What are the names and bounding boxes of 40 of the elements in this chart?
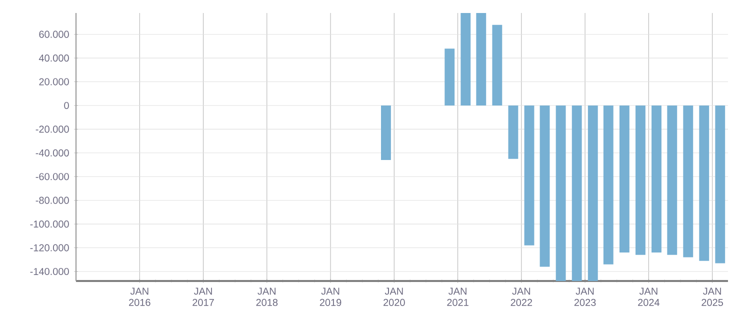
bar	[572, 105, 582, 281]
y-tick-label: 0	[64, 102, 69, 110]
x-tick-label: JAN 2024	[638, 288, 660, 306]
bar	[667, 105, 678, 255]
bar	[460, 12, 471, 106]
x-tick-label: JAN 2020	[384, 288, 405, 306]
x-tick-label: JAN 2018	[256, 288, 278, 306]
bar	[699, 105, 710, 261]
y-tick-label: 40.000	[38, 54, 69, 62]
bar	[636, 105, 646, 255]
bar	[444, 48, 455, 106]
x-tick-label: JAN 2017	[192, 288, 214, 306]
bar	[588, 105, 598, 281]
bar	[540, 105, 550, 267]
bar	[715, 105, 726, 264]
y-tick-label: -120.000	[30, 244, 69, 252]
y-tick-label: -140.000	[30, 268, 69, 276]
bar	[524, 105, 534, 246]
bar	[381, 105, 391, 160]
y-tick-label: 20.000	[39, 78, 69, 86]
y-tick-label: 60.000	[39, 30, 69, 38]
bar	[652, 105, 662, 253]
x-tick-label: JAN 2016	[129, 288, 150, 306]
x-tick-label: JAN 2022	[510, 288, 532, 306]
y-tick-label: -20.000	[36, 126, 69, 133]
bar	[619, 105, 630, 253]
x-tick-label: JAN 2021	[447, 288, 468, 306]
x-tick-label: JAN 2025	[702, 288, 724, 306]
x-tick-label: JAN 2023	[574, 288, 596, 306]
x-tick-label: JAN 2019	[320, 288, 342, 306]
y-tick-label: -40.000	[36, 149, 69, 156]
bar	[508, 105, 518, 159]
bar	[476, 12, 486, 106]
bar	[603, 105, 614, 264]
y-tick-label: -80.000	[36, 196, 69, 204]
bar	[492, 24, 502, 106]
bar	[556, 105, 566, 281]
y-tick-label: -100.000	[30, 220, 69, 228]
bar	[683, 105, 694, 258]
y-tick-label: -60.000	[36, 173, 69, 180]
